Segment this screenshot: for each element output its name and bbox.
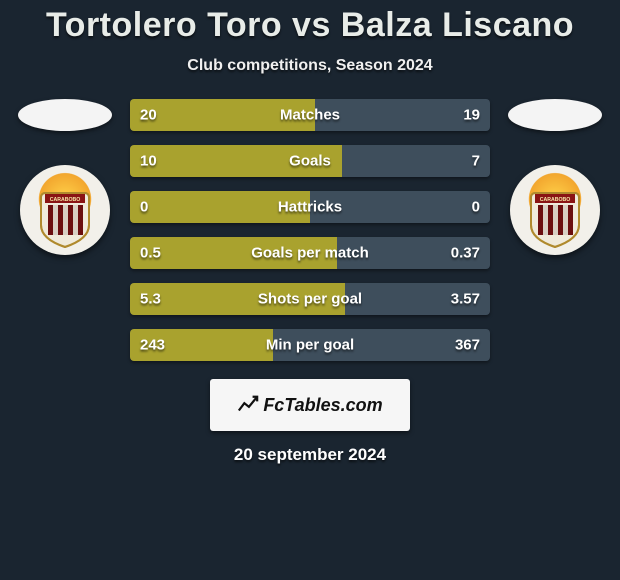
flag-icon <box>508 99 602 131</box>
stat-label: Matches <box>280 107 340 124</box>
stat-value-right: 367 <box>455 337 480 354</box>
footer-date: 20 september 2024 <box>0 445 620 465</box>
stat-row: 10 7 Goals <box>130 145 490 177</box>
stat-value-right: 0.37 <box>451 245 480 262</box>
stat-value-left: 5.3 <box>140 291 161 308</box>
branding-badge: FcTables.com <box>210 379 410 431</box>
stat-value-left: 0 <box>140 199 148 216</box>
stat-row: 0 0 Hattricks <box>130 191 490 223</box>
right-player-col: CARABOBO <box>500 99 610 255</box>
stat-value-left: 0.5 <box>140 245 161 262</box>
stat-row: 20 19 Matches <box>130 99 490 131</box>
stat-value-right: 19 <box>463 107 480 124</box>
club-badge-left: CARABOBO <box>20 165 110 255</box>
stat-row: 243 367 Min per goal <box>130 329 490 361</box>
stat-row: 0.5 0.37 Goals per match <box>130 237 490 269</box>
stat-bars: 20 19 Matches 10 7 Goals 0 0 Hattricks 0.5 0.37 Goa… <box>130 99 490 361</box>
stat-value-right: 0 <box>472 199 480 216</box>
stat-label: Goals <box>289 153 331 170</box>
comparison-panel: CARABOBO 2019Matches107Goals00Hattricks0… <box>0 99 620 361</box>
page-subtitle: Club competitions, Season 2024 <box>0 57 620 75</box>
page-title: Tortolero Toro vs Balza Liscano <box>0 0 620 45</box>
badge-label: CARABOBO <box>50 197 81 203</box>
branding-label: FcTables.com <box>263 395 382 416</box>
stat-bar-right <box>342 145 490 177</box>
chart-icon <box>237 394 259 416</box>
stat-label: Shots per goal <box>258 291 362 308</box>
badge-label: CARABOBO <box>540 197 571 203</box>
stat-value-left: 20 <box>140 107 157 124</box>
stat-value-right: 3.57 <box>451 291 480 308</box>
flag-icon <box>18 99 112 131</box>
stat-label: Goals per match <box>251 245 369 262</box>
stat-row: 5.3 3.57 Shots per goal <box>130 283 490 315</box>
stat-value-left: 243 <box>140 337 165 354</box>
stat-value-left: 10 <box>140 153 157 170</box>
club-badge-right: CARABOBO <box>510 165 600 255</box>
stat-label: Hattricks <box>278 199 342 216</box>
left-player-col: CARABOBO <box>10 99 120 255</box>
stat-value-right: 7 <box>472 153 480 170</box>
stat-label: Min per goal <box>266 337 354 354</box>
